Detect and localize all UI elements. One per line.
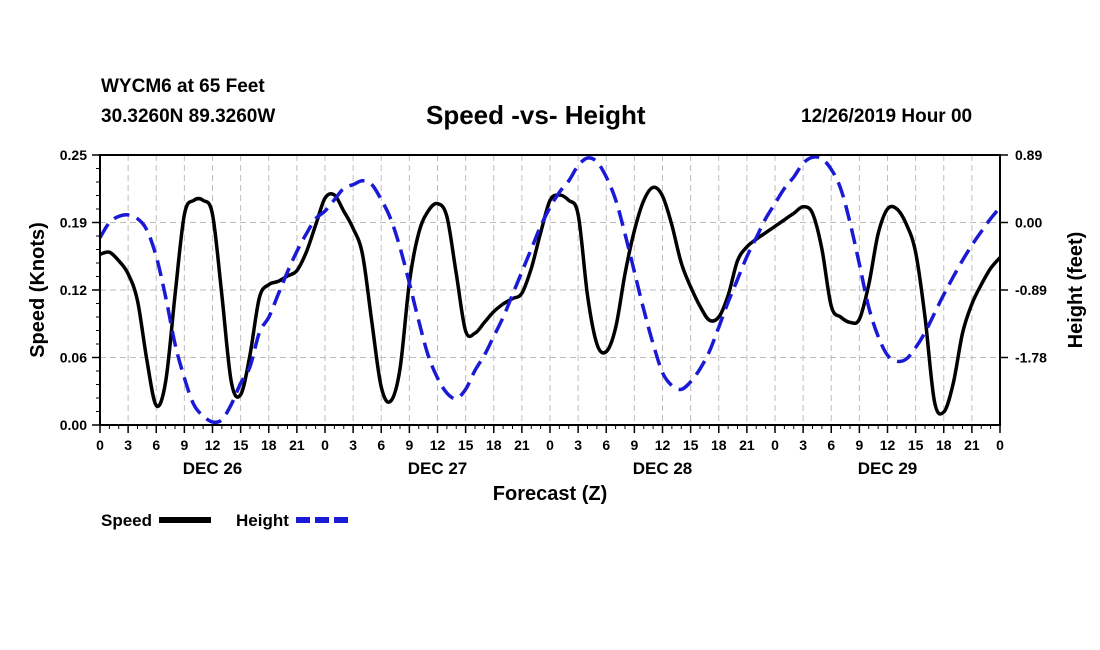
- x-tick-label: 18: [486, 437, 502, 453]
- grid-lines: [100, 155, 1000, 425]
- x-tick-label: 9: [630, 437, 638, 453]
- x-tick-label: 3: [799, 437, 807, 453]
- x-tick-label: 3: [349, 437, 357, 453]
- x-tick-label: 21: [514, 437, 530, 453]
- y-axis-label-right: Height (feet): [1065, 232, 1087, 349]
- x-tick-label: 9: [405, 437, 413, 453]
- x-tick-label: 3: [574, 437, 582, 453]
- run-time: 12/26/2019 Hour 00: [801, 106, 973, 127]
- x-axis-label: Forecast (Z): [493, 483, 607, 505]
- x-tick-label: 12: [430, 437, 446, 453]
- legend: Speed Height: [101, 511, 348, 530]
- axes: 0 3 6 9 12 15 18 21 0 3 6 9 12 15 18 21 0 3 6 9 12 15 18 21 0 3 6 9…: [60, 147, 1047, 478]
- station-coordinates: 30.3260N 89.3260W: [101, 106, 276, 127]
- x-tick-label: 6: [827, 437, 835, 453]
- chart-title: Speed -vs- Height: [426, 100, 646, 130]
- x-tick-label: 0: [546, 437, 554, 453]
- date-label: DEC 26: [183, 459, 243, 478]
- x-tick-label: 0: [321, 437, 329, 453]
- x-tick-label: 9: [180, 437, 188, 453]
- x-tick-label: 21: [289, 437, 305, 453]
- x-tick-label: 15: [908, 437, 924, 453]
- x-tick-label: 12: [205, 437, 221, 453]
- x-tick-label: 6: [377, 437, 385, 453]
- legend-label-height: Height: [236, 511, 289, 530]
- x-tick-label: 0: [996, 437, 1004, 453]
- date-label: DEC 28: [633, 459, 693, 478]
- x-tick-label: 0: [771, 437, 779, 453]
- x-tick-label: 6: [152, 437, 160, 453]
- legend-label-speed: Speed: [101, 511, 152, 530]
- y-tick-label: 0.06: [60, 350, 87, 366]
- x-tick-label: 18: [261, 437, 277, 453]
- y-right-tick-label: 0.89: [1015, 147, 1042, 163]
- data-series: [98, 155, 1002, 425]
- y-tick-label: 0.25: [60, 147, 87, 163]
- x-tick-label: 15: [458, 437, 474, 453]
- y-tick-label: 0.00: [60, 417, 87, 433]
- y-tick-label: 0.19: [60, 215, 87, 231]
- x-tick-label: 0: [96, 437, 104, 453]
- x-tick-label: 3: [124, 437, 132, 453]
- series-line-speed: [99, 185, 1002, 416]
- y-right-tick-label: 0.00: [1015, 215, 1042, 231]
- date-label: DEC 27: [408, 459, 468, 478]
- x-tick-label: 18: [936, 437, 952, 453]
- x-tick-label: 12: [655, 437, 671, 453]
- y-tick-label: 0.12: [60, 282, 87, 298]
- x-tick-label: 18: [711, 437, 727, 453]
- x-tick-label: 6: [602, 437, 610, 453]
- y-right-tick-label: -0.89: [1015, 282, 1047, 298]
- x-tick-label: 21: [739, 437, 755, 453]
- date-label: DEC 29: [858, 459, 918, 478]
- x-tick-label: 9: [855, 437, 863, 453]
- series-line-height: [98, 155, 1002, 425]
- x-tick-label: 12: [880, 437, 896, 453]
- y-axis-label-left: Speed (Knots): [27, 222, 49, 358]
- x-tick-label: 15: [233, 437, 249, 453]
- x-tick-label: 21: [964, 437, 980, 453]
- x-tick-label: 15: [683, 437, 699, 453]
- station-name: WYCM6 at 65 Feet: [101, 76, 265, 97]
- y-right-tick-label: -1.78: [1015, 350, 1047, 366]
